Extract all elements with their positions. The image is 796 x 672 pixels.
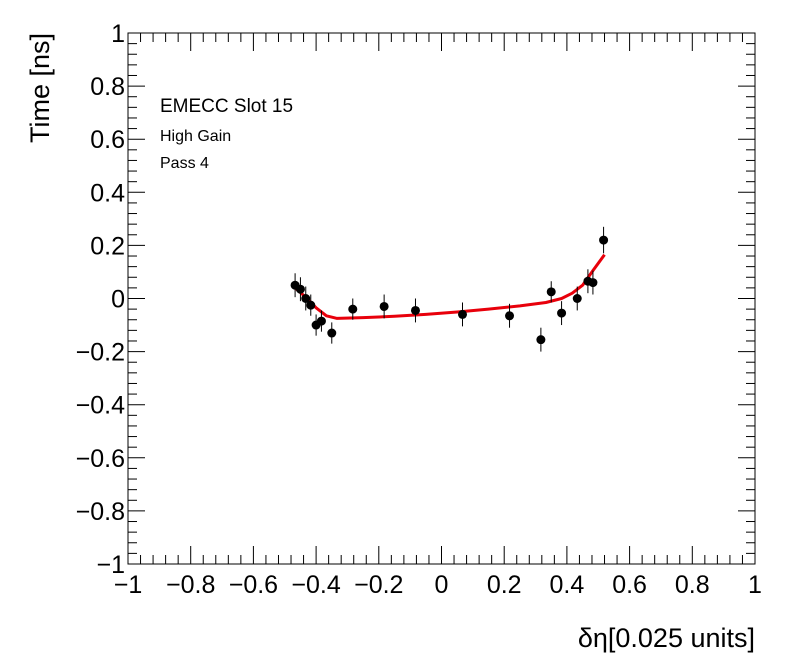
data-point: [379, 301, 389, 311]
data-point: [588, 278, 598, 288]
x-tick-label: 0.8: [675, 571, 710, 599]
y-tick-label: 0.4: [90, 179, 125, 207]
annotation-detector: EMECC Slot 15: [160, 96, 293, 117]
data-point: [505, 311, 515, 321]
data-point: [301, 294, 311, 303]
x-axis-title: δη[0.025 units]: [578, 623, 755, 653]
x-tick-label: 0: [435, 571, 449, 599]
x-tick-label: −1: [114, 571, 143, 599]
data-point: [557, 308, 567, 318]
y-tick-labels: −1 −0.8 −0.6 −0.4 −0.2 0 0.2 0.4 0.6 0.8 1: [76, 20, 125, 579]
x-tick-label: −0.2: [354, 571, 403, 599]
y-tick-label: −0.8: [76, 498, 125, 526]
data-points: [290, 226, 609, 352]
data-point: [306, 300, 316, 310]
fit-line: [294, 253, 606, 320]
x-tick-label: −0.6: [229, 571, 278, 599]
data-point: [546, 287, 556, 297]
y-tick-label: 0.8: [90, 73, 125, 101]
x-tick-label: 0.2: [487, 571, 522, 599]
x-tick-label: −0.4: [291, 571, 340, 599]
data-point: [536, 335, 546, 345]
data-point: [327, 328, 337, 338]
data-point: [316, 316, 326, 326]
annotation-pass: Pass 4: [160, 155, 209, 172]
y-tick-label: 1: [111, 20, 125, 48]
annotation-gain: High Gain: [160, 128, 231, 145]
fit-curve: [294, 253, 606, 320]
data-point: [572, 294, 582, 303]
y-tick-label: −0.6: [76, 445, 125, 473]
y-tick-label: −1: [96, 551, 125, 579]
data-point: [348, 304, 358, 314]
x-tick-labels: −1 −0.8 −0.6 −0.4 −0.2 0 0.2 0.4 0.6 0.8 1: [114, 571, 762, 599]
data-point: [599, 235, 609, 245]
data-point: [410, 305, 420, 315]
y-tick-label: 0.6: [90, 126, 125, 154]
x-tick-label: 1: [748, 571, 762, 599]
y-tick-label: −0.2: [76, 339, 125, 367]
x-tick-label: −0.8: [166, 571, 215, 599]
data-point: [295, 284, 305, 294]
data-point: [458, 309, 468, 319]
y-tick-label: 0: [111, 286, 125, 314]
x-tick-label: 0.6: [612, 571, 647, 599]
axis-ticks: [127, 32, 756, 565]
x-tick-label: 0.4: [550, 571, 585, 599]
y-tick-label: 0.2: [90, 232, 125, 260]
y-axis-title: Time [ns]: [25, 33, 55, 143]
y-tick-label: −0.4: [76, 392, 125, 420]
